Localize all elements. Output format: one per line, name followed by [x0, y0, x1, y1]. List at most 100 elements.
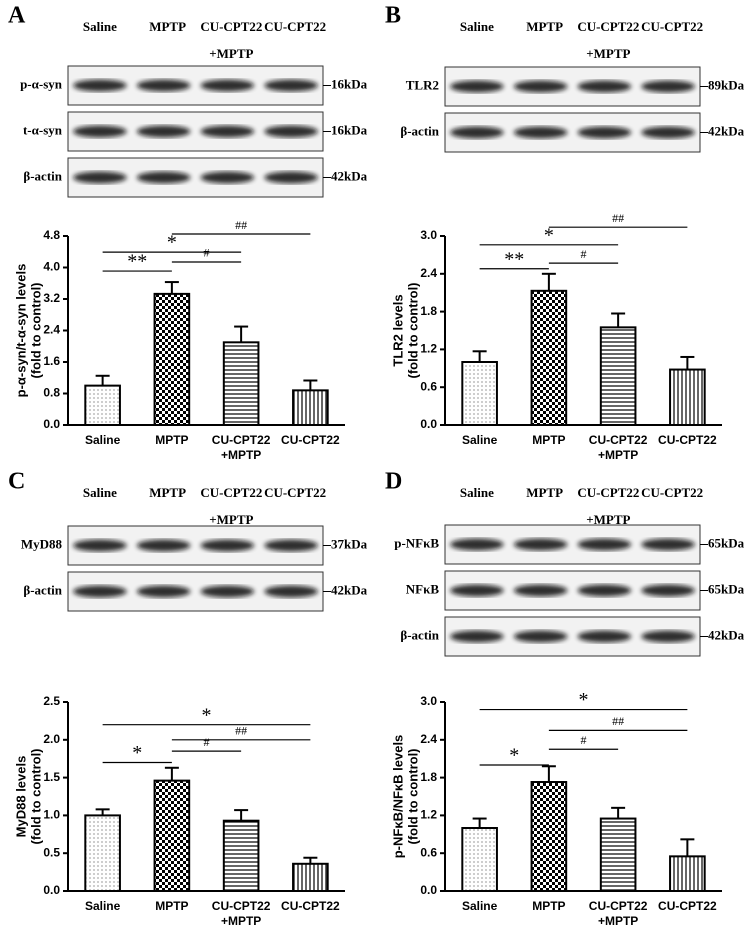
band — [641, 80, 695, 93]
band — [136, 585, 191, 598]
band — [577, 630, 632, 643]
x-tick-label: Saline — [85, 433, 121, 447]
lane-label: MPTP — [526, 485, 563, 500]
lane-label: +MPTP — [209, 512, 253, 527]
band — [136, 171, 191, 184]
lane-label: +MPTP — [209, 46, 253, 61]
y-label-line: (fold to control) — [28, 748, 43, 844]
y-tick-label: 1.5 — [43, 770, 60, 784]
panel-letter: B — [385, 3, 401, 29]
band — [264, 171, 318, 184]
band — [73, 585, 127, 598]
lane-label: CU-CPT22 — [577, 485, 639, 500]
band — [73, 539, 127, 552]
y-tick-label: 4.0 — [43, 260, 60, 274]
lane-label: Saline — [460, 19, 494, 34]
y-label-line: (fold to control) — [405, 282, 420, 378]
band — [264, 539, 318, 552]
lane-label: MPTP — [149, 485, 186, 500]
lane-label: Saline — [460, 485, 494, 500]
row-label: MyD88 — [21, 536, 63, 551]
y-tick-label: 1.8 — [420, 770, 437, 784]
y-tick-label: 0.0 — [43, 883, 60, 897]
y-label-line: (fold to control) — [405, 748, 420, 844]
bar — [530, 781, 568, 893]
size-label: 89kDa — [708, 77, 745, 92]
lane-label: CU-CPT22 — [200, 19, 262, 34]
significance-label: * — [509, 745, 519, 767]
y-tick-label: 1.2 — [420, 808, 437, 822]
row-label: NFκB — [406, 581, 440, 596]
y-tick-label: 1.6 — [43, 354, 60, 368]
band — [450, 538, 504, 551]
lane-label: CU-CPT22 — [641, 19, 703, 34]
x-tick-label: +MPTP — [221, 448, 261, 462]
y-label-line: TLR2 levels — [390, 294, 405, 366]
lane-label: +MPTP — [586, 46, 630, 61]
size-label: 65kDa — [708, 581, 745, 596]
bar — [222, 341, 260, 426]
band — [264, 585, 318, 598]
size-label: 16kDa — [331, 122, 368, 137]
x-tick-label: CU-CPT22 — [589, 433, 648, 447]
bar — [669, 855, 706, 892]
significance-label: ## — [235, 724, 247, 738]
bar — [84, 814, 121, 893]
significance-label: ** — [127, 251, 147, 273]
y-tick-label: 2.5 — [43, 694, 60, 708]
significance-label: * — [167, 232, 177, 254]
y-label: MyD88 levels (fold to control) — [13, 748, 43, 844]
panel-letter: D — [385, 469, 402, 495]
row-label: TLR2 — [406, 77, 439, 92]
x-tick-label: MPTP — [155, 433, 188, 447]
y-label-line: MyD88 levels — [13, 756, 28, 838]
lane-label: CU-CPT22 — [577, 19, 639, 34]
significance-label: ## — [612, 714, 624, 728]
significance-label: ** — [504, 248, 524, 270]
band — [577, 80, 632, 93]
y-label: p-α-syn/t-α-syn levels (fold to control) — [13, 264, 43, 398]
x-tick-label: MPTP — [532, 433, 565, 447]
bar — [461, 361, 498, 426]
band — [450, 80, 504, 93]
bar — [222, 819, 260, 893]
lane-label: CU-CPT22 — [641, 485, 703, 500]
band — [641, 126, 695, 139]
x-tick-label: CU-CPT22 — [281, 433, 340, 447]
x-tick-label: Saline — [85, 899, 121, 913]
y-tick-label: 0.6 — [420, 845, 437, 859]
significance-label: * — [202, 704, 212, 726]
y-label-line: p-NFκB/NFκB levels — [390, 735, 405, 859]
lane-label: CU-CPT22 — [264, 485, 326, 500]
y-tick-label: 2.0 — [43, 732, 60, 746]
y-label: p-NFκB/NFκB levels (fold to control) — [390, 735, 420, 859]
bar — [153, 779, 191, 893]
row-label: t-α-syn — [23, 122, 63, 137]
y-tick-label: 2.4 — [420, 732, 437, 746]
row-label: β-actin — [23, 582, 62, 597]
band — [513, 126, 568, 139]
x-tick-label: +MPTP — [598, 448, 638, 462]
band — [264, 79, 318, 92]
row-label: β-actin — [400, 123, 439, 138]
x-tick-label: Saline — [462, 899, 498, 913]
band — [136, 79, 191, 92]
x-tick-label: MPTP — [532, 899, 565, 913]
x-tick-label: +MPTP — [598, 914, 638, 928]
significance-label: ## — [612, 211, 624, 225]
significance-label: * — [544, 224, 554, 246]
significance-label: # — [581, 247, 587, 261]
lane-label: MPTP — [526, 19, 563, 34]
y-label-line: p-α-syn/t-α-syn levels — [13, 264, 28, 398]
bar — [599, 817, 637, 892]
y-tick-label: 3.0 — [420, 694, 437, 708]
x-tick-label: CU-CPT22 — [212, 899, 271, 913]
x-tick-label: CU-CPT22 — [281, 899, 340, 913]
y-tick-label: 0.8 — [43, 386, 60, 400]
significance-label: * — [579, 689, 589, 711]
x-tick-label: +MPTP — [221, 914, 261, 928]
band — [513, 630, 568, 643]
y-tick-label: 2.4 — [43, 323, 60, 337]
lane-label: CU-CPT22 — [200, 485, 262, 500]
